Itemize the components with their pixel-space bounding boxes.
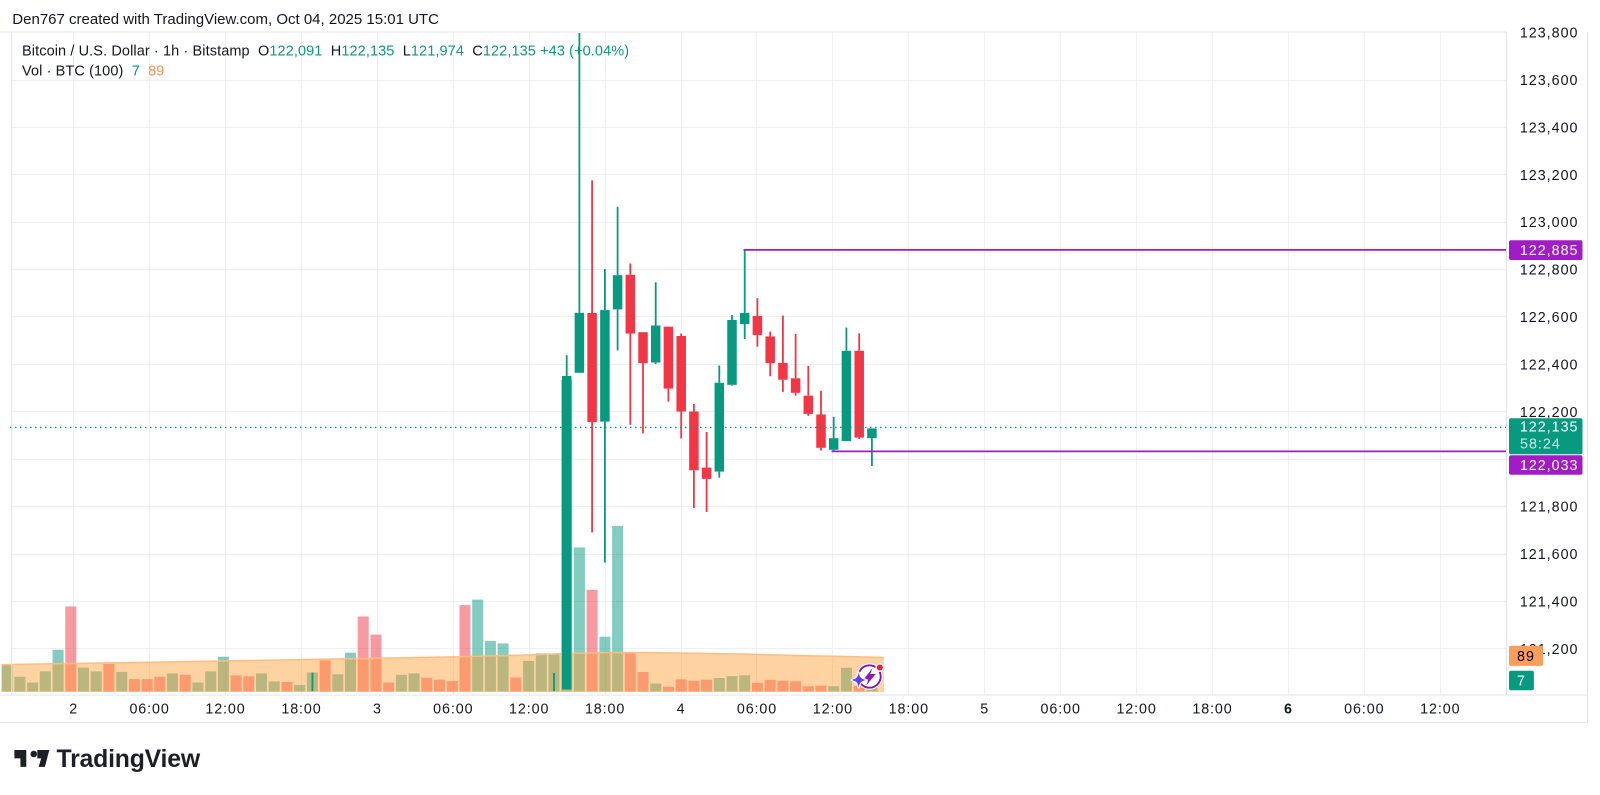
svg-text:Bitcoin / U.S. Dollar · 1h · B: Bitcoin / U.S. Dollar · 1h · Bitstamp O1…	[22, 44, 629, 60]
svg-text:6: 6	[1284, 702, 1293, 718]
svg-text:18:00: 18:00	[585, 702, 625, 718]
svg-text:121,800: 121,800	[1520, 500, 1579, 516]
svg-text:18:00: 18:00	[281, 702, 321, 718]
svg-text:123,200: 123,200	[1520, 168, 1579, 184]
svg-text:TradingView: TradingView	[57, 746, 201, 773]
svg-text:06:00: 06:00	[1344, 702, 1384, 718]
svg-text:18:00: 18:00	[889, 702, 929, 718]
svg-text:06:00: 06:00	[129, 702, 169, 718]
svg-text:122,033: 122,033	[1520, 458, 1579, 474]
svg-text:Vol · BTC (100) 7 89: Vol · BTC (100) 7 89	[22, 63, 164, 79]
svg-text:12:00: 12:00	[205, 702, 245, 718]
svg-text:12:00: 12:00	[509, 702, 549, 718]
svg-text:7: 7	[1517, 674, 1526, 690]
svg-text:58:24: 58:24	[1520, 436, 1561, 452]
svg-text:Den767 created with TradingVie: Den767 created with TradingView.com, Oct…	[12, 11, 439, 28]
svg-text:122,600: 122,600	[1520, 310, 1579, 326]
svg-text:122,885: 122,885	[1520, 243, 1579, 259]
svg-text:122,200: 122,200	[1520, 405, 1579, 421]
svg-text:89: 89	[1517, 649, 1535, 665]
svg-text:4: 4	[677, 702, 686, 718]
svg-text:123,800: 123,800	[1520, 26, 1579, 42]
svg-text:5: 5	[980, 702, 989, 718]
svg-text:12:00: 12:00	[1116, 702, 1156, 718]
svg-text:123,000: 123,000	[1520, 215, 1579, 231]
svg-text:123,600: 123,600	[1520, 73, 1579, 89]
svg-text:122,135: 122,135	[1520, 420, 1579, 436]
svg-text:2: 2	[69, 702, 78, 718]
svg-text:06:00: 06:00	[433, 702, 473, 718]
svg-text:18:00: 18:00	[1192, 702, 1232, 718]
svg-text:121,600: 121,600	[1520, 547, 1579, 563]
svg-text:12:00: 12:00	[1420, 702, 1460, 718]
svg-text:123,400: 123,400	[1520, 120, 1579, 136]
svg-text:3: 3	[373, 702, 382, 718]
svg-text:06:00: 06:00	[737, 702, 777, 718]
svg-text:122,400: 122,400	[1520, 357, 1579, 373]
svg-text:121,400: 121,400	[1520, 594, 1579, 610]
svg-text:122,800: 122,800	[1520, 263, 1579, 279]
svg-text:06:00: 06:00	[1041, 702, 1081, 718]
svg-text:12:00: 12:00	[813, 702, 853, 718]
